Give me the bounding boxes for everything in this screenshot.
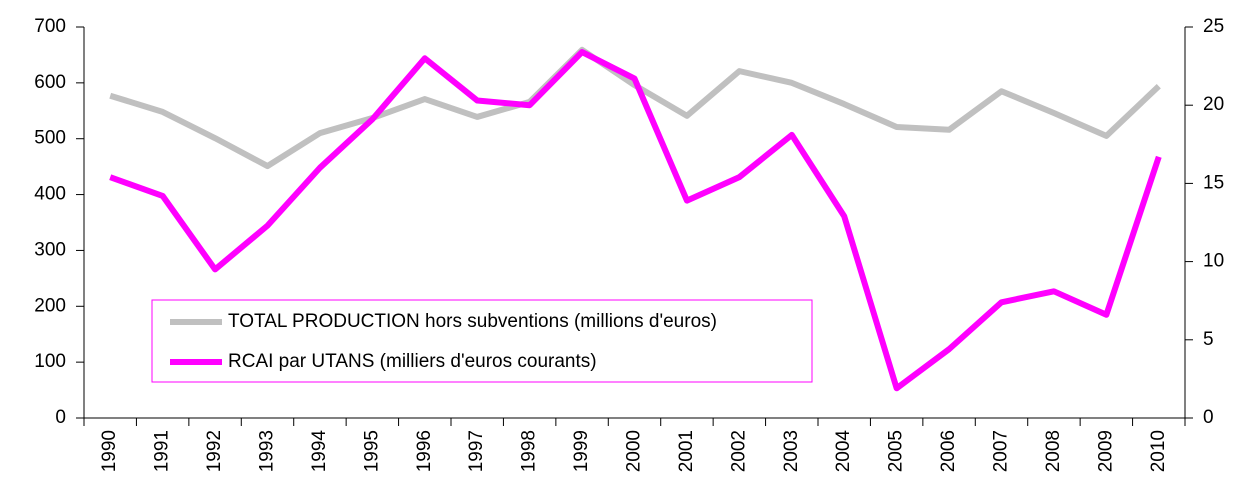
y2-tick-label: 0 bbox=[1203, 407, 1214, 428]
y2-tick-label: 5 bbox=[1203, 329, 1214, 350]
x-tick-label: 2003 bbox=[781, 430, 802, 472]
legend-label: RCAI par UTANS (milliers d'euros courant… bbox=[228, 351, 597, 372]
y-tick-label: 500 bbox=[34, 128, 66, 149]
y2-tick-label: 20 bbox=[1203, 94, 1224, 115]
x-tick-label: 1994 bbox=[309, 430, 330, 473]
x-tick-label: 1999 bbox=[571, 430, 592, 472]
x-tick-label: 1992 bbox=[204, 430, 225, 472]
x-tick-label: 2002 bbox=[728, 430, 749, 472]
y-tick-label: 0 bbox=[55, 407, 66, 428]
y-tick-label: 600 bbox=[34, 72, 66, 93]
legend-box bbox=[151, 299, 813, 383]
y-tick-label: 200 bbox=[34, 295, 66, 316]
y2-tick-label: 15 bbox=[1203, 172, 1224, 193]
x-tick-label: 2008 bbox=[1043, 430, 1064, 472]
y-tick-label: 100 bbox=[34, 351, 66, 372]
series-line bbox=[109, 46, 1161, 170]
x-tick-label: 2004 bbox=[833, 430, 854, 473]
y-tick-label: 300 bbox=[34, 239, 66, 260]
x-tick-label: 2007 bbox=[991, 430, 1012, 472]
x-tick-label: 1990 bbox=[99, 430, 120, 472]
y2-tick-label: 25 bbox=[1203, 16, 1224, 37]
legend-label: TOTAL PRODUCTION hors subventions (milli… bbox=[228, 311, 717, 332]
x-tick-label: 2005 bbox=[886, 430, 907, 472]
x-tick-label: 1995 bbox=[361, 430, 382, 472]
y-tick-label: 400 bbox=[34, 184, 66, 205]
x-tick-label: 1996 bbox=[414, 430, 435, 472]
x-tick-label: 2001 bbox=[676, 430, 697, 472]
x-tick-label: 2000 bbox=[624, 430, 645, 472]
y-tick-label: 700 bbox=[34, 16, 66, 37]
x-tick-label: 2010 bbox=[1148, 430, 1169, 472]
x-tick-label: 1991 bbox=[152, 430, 173, 472]
x-tick-label: 2006 bbox=[938, 430, 959, 472]
x-tick-label: 1993 bbox=[257, 430, 278, 472]
x-tick-label: 2009 bbox=[1095, 430, 1116, 472]
y2-tick-label: 10 bbox=[1203, 251, 1224, 272]
x-tick-label: 1998 bbox=[519, 430, 540, 472]
x-tick-label: 1997 bbox=[466, 430, 487, 472]
series-line bbox=[109, 49, 1162, 392]
